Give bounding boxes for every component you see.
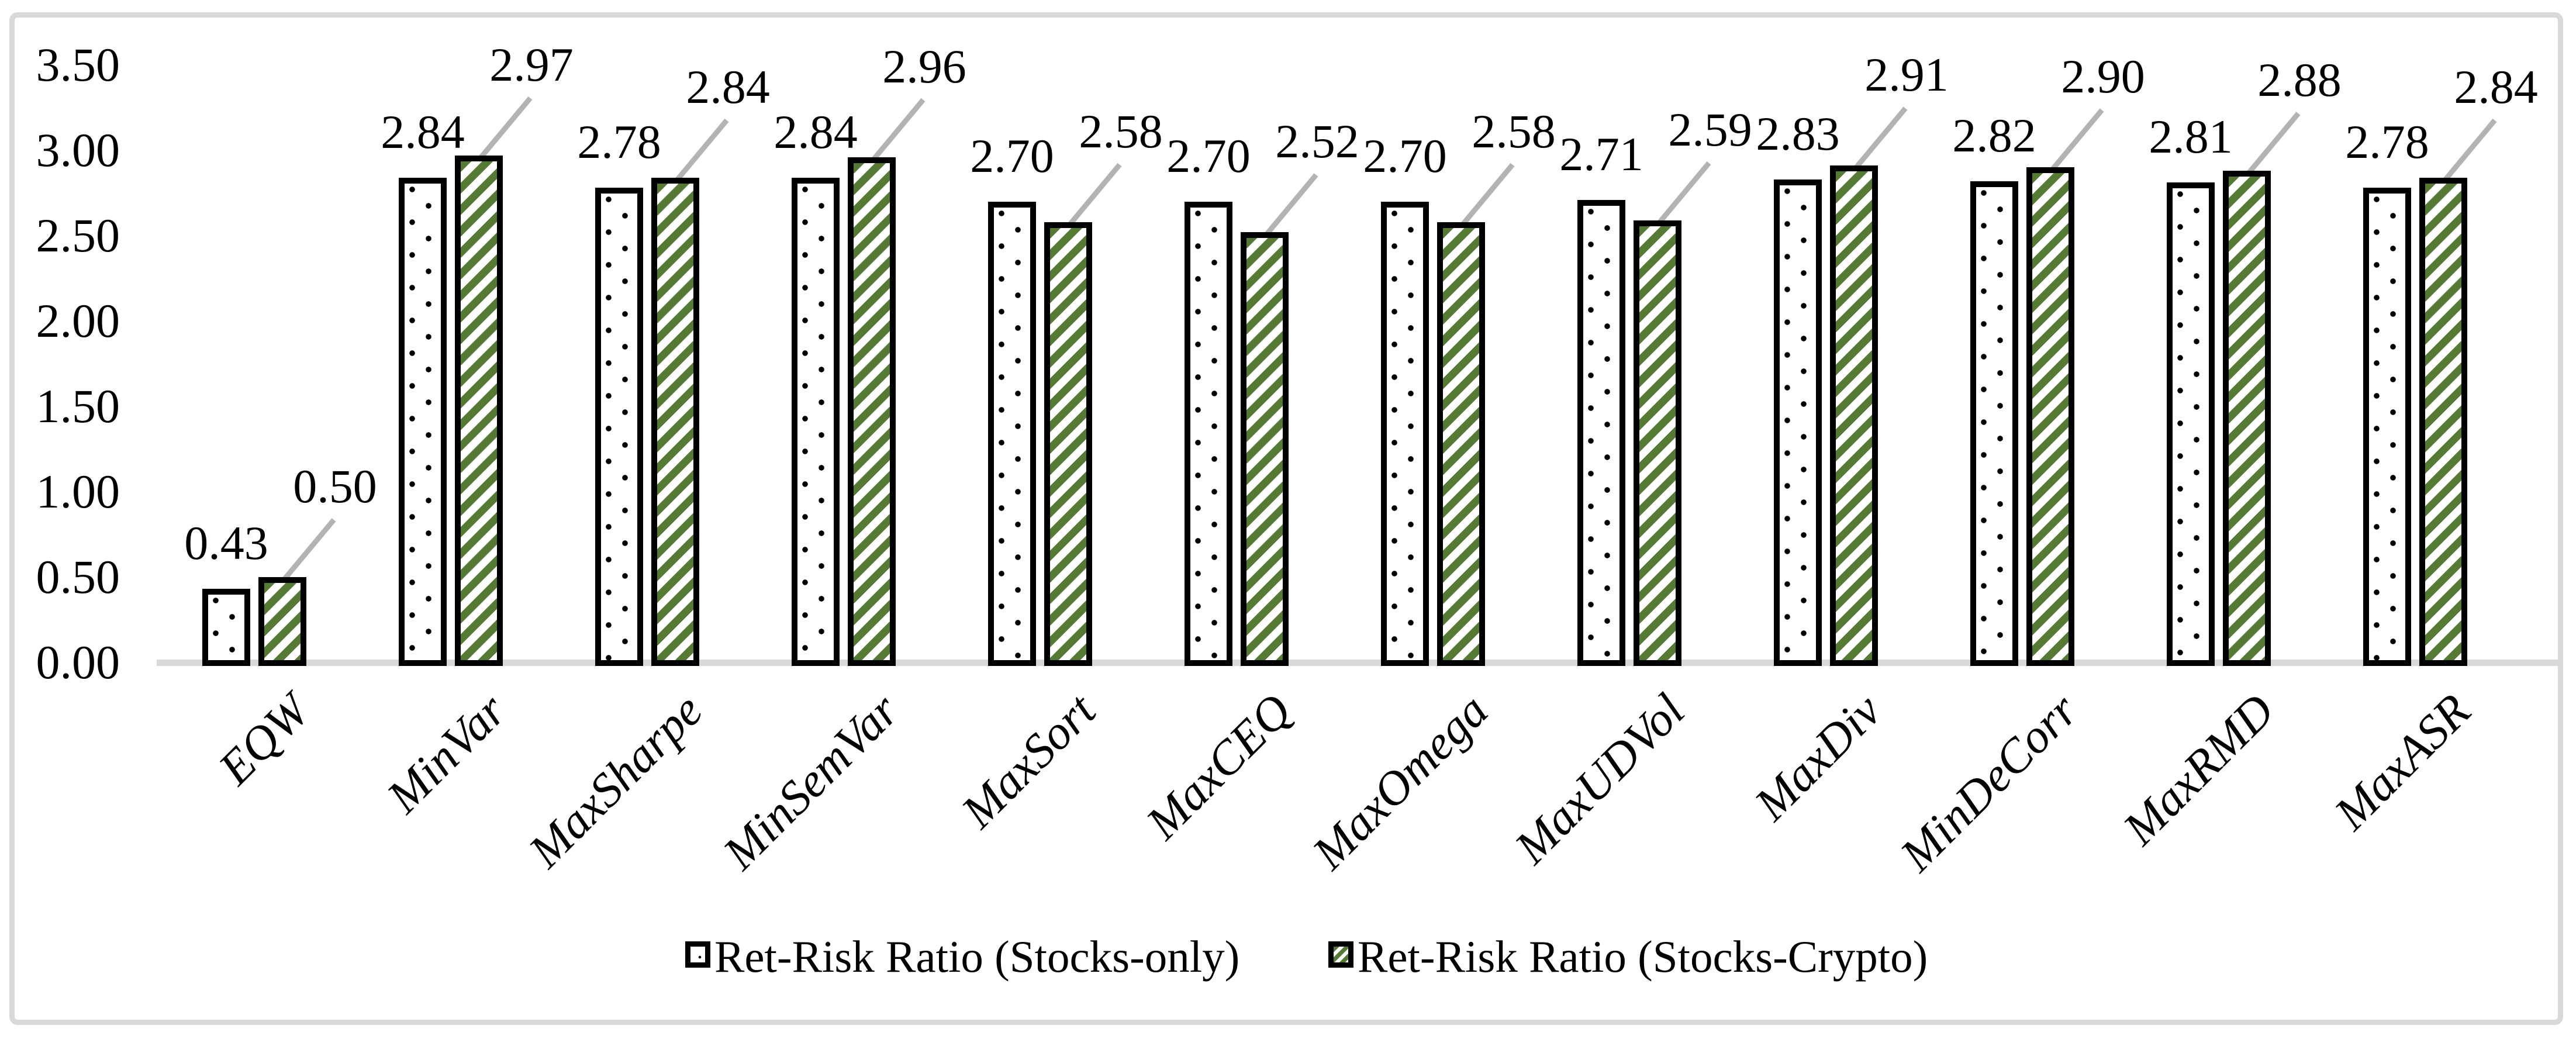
bar-stocks-only-MinVar: [399, 177, 447, 666]
data-label-stocks-crypto: 2.59: [1668, 102, 1752, 156]
leader-line: [2443, 118, 2497, 182]
bar-stocks-only-MaxDiv: [1774, 179, 1822, 666]
bar-stocks-crypto-MinVar: [455, 155, 503, 666]
y-axis-tick-label: 2.50: [36, 209, 120, 262]
bar-stocks-crypto-MaxUDVol: [1634, 220, 1681, 666]
data-label-stocks-only: 2.70: [1166, 129, 1251, 182]
data-label-stocks-only: 2.81: [2149, 110, 2233, 164]
x-axis-category-label: MaxOmega: [1302, 684, 1498, 880]
bar-stocks-only-EQW: [202, 589, 250, 666]
y-axis-tick-label: 3.00: [36, 123, 120, 177]
data-label-stocks-only: 2.84: [381, 105, 465, 158]
bar-stocks-only-MaxUDVol: [1577, 199, 1625, 666]
legend-swatch-stocks-crypto: [1328, 941, 1353, 968]
x-axis-category-label: MinDeCorr: [1890, 684, 2088, 882]
leader-line: [1853, 106, 1908, 170]
x-axis-category-label: MaxRMD: [2112, 684, 2284, 855]
bar-stocks-only-MaxRMD: [2167, 182, 2215, 666]
data-label-stocks-crypto: 2.58: [1079, 104, 1163, 158]
y-axis-tick-label: 0.50: [36, 550, 120, 603]
data-label-stocks-crypto: 0.50: [293, 460, 377, 513]
leader-line: [1264, 173, 1318, 237]
bar-stocks-crypto-EQW: [258, 577, 306, 666]
leader-line: [282, 518, 336, 581]
x-axis-category-label: MaxSort: [951, 684, 1106, 838]
bar-stocks-only-MaxCEQ: [1185, 201, 1232, 666]
y-axis-tick-label: 1.00: [36, 465, 120, 518]
x-axis-category-label: MaxDiv: [1744, 684, 1891, 831]
leader-line: [1460, 163, 1515, 226]
bar-stocks-only-MaxSort: [988, 201, 1036, 666]
bar-stocks-crypto-MaxCEQ: [1241, 232, 1289, 666]
legend-label-stocks-only: Ret-Risk Ratio (Stocks-only): [714, 931, 1240, 982]
bar-stocks-only-MaxOmega: [1381, 201, 1429, 666]
bar-stocks-crypto-MinSemVar: [848, 157, 896, 666]
y-axis-tick-label: 2.00: [36, 294, 120, 347]
x-axis-category-label: MaxASR: [2324, 684, 2481, 840]
bar-stocks-crypto-MaxSort: [1044, 222, 1092, 666]
data-label-stocks-only: 2.78: [2345, 115, 2429, 169]
legend-swatch-stocks-only: [685, 941, 710, 968]
y-axis-tick-label: 0.00: [36, 636, 120, 689]
y-axis-tick-label: 3.50: [36, 38, 120, 91]
bar-stocks-only-MinSemVar: [792, 177, 840, 666]
data-label-stocks-only: 0.43: [184, 516, 268, 570]
x-axis-category-label: MaxUDVol: [1504, 684, 1695, 874]
leader-line: [871, 98, 926, 161]
bar-stocks-crypto-MinDeCorr: [2026, 167, 2074, 666]
leader-line: [2050, 108, 2104, 172]
x-axis-category-label: MinSemVar: [713, 684, 909, 880]
bar-stocks-only-MaxASR: [2363, 188, 2411, 666]
x-axis-category-label: MaxSharpe: [518, 684, 713, 878]
data-label-stocks-crypto: 2.91: [1864, 48, 1949, 102]
data-label-stocks-only: 2.70: [970, 129, 1054, 182]
bar-stocks-crypto-MaxRMD: [2223, 171, 2271, 666]
leader-line: [1657, 161, 1711, 225]
bar-stocks-only-MaxSharpe: [595, 188, 643, 666]
data-label-stocks-crypto: 2.58: [1472, 104, 1556, 158]
x-axis-category-label: EQW: [208, 684, 320, 795]
legend-label-stocks-crypto: Ret-Risk Ratio (Stocks-Crypto): [1358, 931, 1928, 982]
data-label-stocks-only: 2.70: [1363, 129, 1447, 182]
data-label-stocks-only: 2.78: [577, 115, 661, 169]
data-label-stocks-crypto: 2.84: [2454, 60, 2538, 113]
data-label-stocks-only: 2.82: [1952, 108, 2036, 162]
data-label-stocks-crypto: 2.97: [489, 37, 574, 91]
bar-stocks-crypto-MaxASR: [2419, 177, 2467, 666]
bar-stocks-crypto-MaxOmega: [1437, 222, 1485, 666]
data-label-stocks-crypto: 2.84: [686, 60, 770, 113]
x-axis-line: [157, 660, 2563, 666]
bar-stocks-only-MinDeCorr: [1970, 181, 2018, 666]
x-axis-category-label: MinVar: [377, 684, 516, 823]
leader-line: [2246, 112, 2301, 175]
leader-line: [675, 118, 729, 182]
data-label-stocks-crypto: 2.88: [2257, 53, 2342, 107]
bar-stocks-crypto-MaxDiv: [1830, 165, 1878, 666]
x-axis-category-label: MaxCEQ: [1136, 684, 1302, 850]
data-label-stocks-only: 2.71: [1559, 127, 1643, 181]
data-label-stocks-crypto: 2.52: [1275, 115, 1359, 168]
data-label-stocks-only: 2.83: [1756, 106, 1840, 160]
leader-line: [478, 96, 533, 160]
data-label-stocks-crypto: 2.90: [2061, 50, 2145, 103]
data-label-stocks-only: 2.84: [774, 105, 858, 158]
y-axis-tick-label: 1.50: [36, 379, 120, 433]
data-label-stocks-crypto: 2.96: [882, 39, 966, 93]
bar-stocks-crypto-MaxSharpe: [651, 177, 699, 666]
leader-line: [1068, 163, 1122, 226]
